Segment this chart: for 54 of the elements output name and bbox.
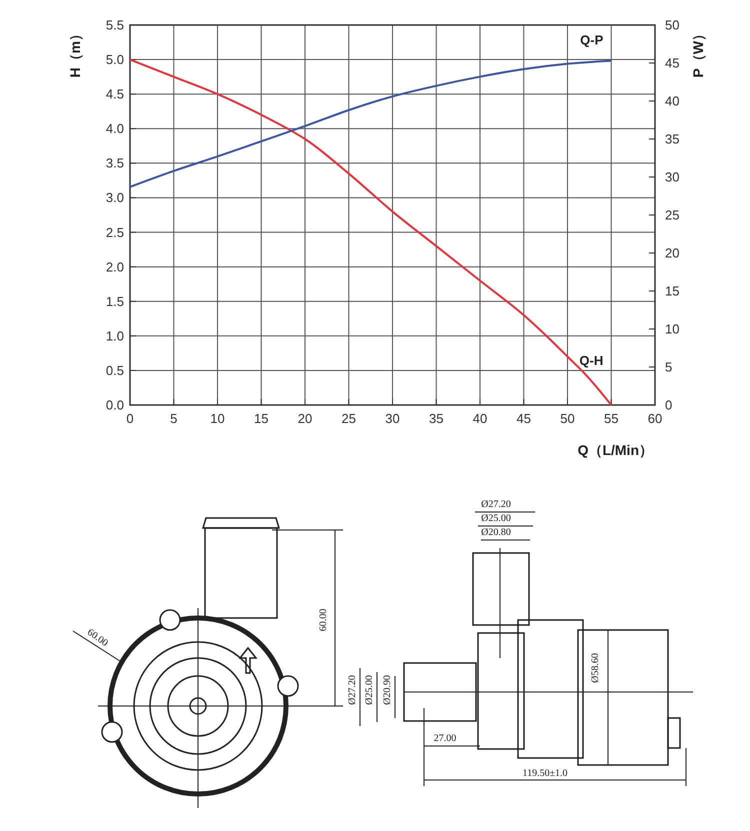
x-tick-label: 45 — [516, 411, 531, 426]
x-tick-label: 5 — [170, 411, 178, 426]
y2-tick-label: 50 — [665, 18, 680, 32]
x-tick-label: 10 — [210, 411, 225, 426]
text: Ø20.90 — [382, 675, 393, 705]
y-tick-label: 1.5 — [106, 294, 124, 309]
text: 60.00 — [318, 608, 329, 632]
y2-tick-label: 25 — [665, 208, 680, 222]
text: Ø25.00 — [364, 675, 375, 705]
x-tick-label: 35 — [429, 411, 444, 426]
series-label: Q-P — [580, 32, 604, 48]
x-tick-label: 40 — [472, 411, 488, 426]
text: Ø25.00 — [481, 513, 511, 524]
text: Ø58.60 — [590, 653, 601, 683]
text: Ø20.80 — [481, 527, 511, 538]
x-axis-title: Q（L/Min） — [578, 442, 653, 458]
y2-tick-label: 40 — [665, 94, 680, 108]
y2-tick-label: 10 — [665, 322, 680, 336]
x-tick-label: 60 — [648, 411, 662, 426]
y-tick-label: 2.0 — [106, 259, 124, 274]
x-tick-label: 0 — [126, 411, 134, 426]
y2-tick-label: 30 — [665, 170, 680, 184]
y-tick-label: 4.5 — [106, 86, 124, 102]
text: 119.50±1.0 — [522, 768, 568, 779]
text: 60.00 — [85, 626, 110, 649]
x-tick-label: 50 — [560, 411, 575, 426]
x-tick-label: 20 — [298, 411, 312, 426]
y-tick-label: 0.0 — [106, 398, 124, 412]
y-tick-label: 4.0 — [106, 121, 124, 136]
x-tick-label: 25 — [342, 411, 356, 426]
y2-tick-label: 5 — [665, 360, 672, 374]
y2-tick-label: 15 — [665, 284, 680, 298]
line-series — [129, 60, 612, 188]
y2-tick-label: 35 — [665, 132, 680, 146]
y-tick-label: 1.0 — [106, 328, 124, 344]
series-label: Q-H — [579, 353, 604, 368]
y-tick-label: 0.5 — [106, 362, 124, 378]
x-tick-label: 30 — [385, 411, 400, 426]
y2-tick-label: 0 — [665, 398, 672, 412]
y-axis-title: H（m） — [67, 27, 83, 78]
text: 27.00 — [434, 733, 456, 744]
y-tick-label: 3.5 — [106, 156, 124, 171]
y-tick-label: 5.0 — [106, 52, 124, 68]
x-tick-label: 55 — [604, 411, 618, 426]
line-series — [129, 58, 612, 406]
y-tick-label: 2.5 — [106, 224, 124, 240]
y-tick-label: 5.5 — [106, 18, 124, 32]
y-tick-label: 3.0 — [106, 190, 124, 206]
x-tick-label: 15 — [254, 411, 268, 426]
y2-tick-label: 45 — [665, 56, 680, 70]
text: Ø27.20 — [481, 499, 511, 510]
text: Ø27.20 — [347, 675, 358, 705]
y2-axis-title: P（W） — [690, 27, 706, 78]
y2-tick-label: 20 — [665, 246, 680, 260]
